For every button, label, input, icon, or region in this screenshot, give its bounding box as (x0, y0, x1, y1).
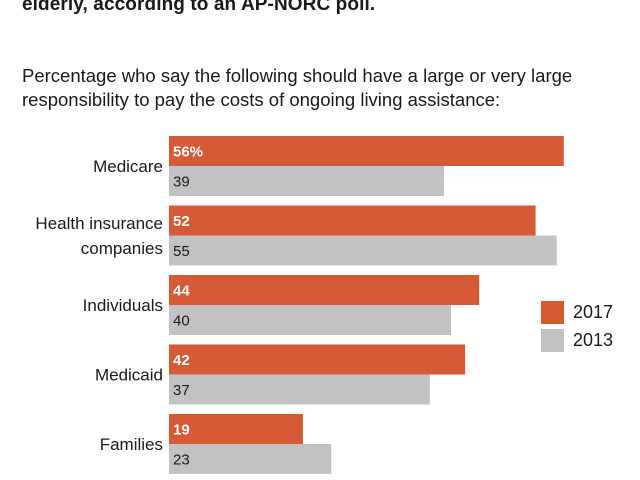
bar-medicare-2017 (169, 136, 564, 166)
legend: 2017 2013 (541, 298, 613, 354)
bar-health-insurance-companies-2017 (169, 205, 536, 236)
value-label-health-insurance-companies-2013: 55 (173, 243, 190, 260)
bar-families-2017 (169, 414, 303, 444)
value-label-individuals-2013: 40 (173, 313, 190, 330)
value-label-families-2017: 19 (173, 422, 190, 439)
legend-swatch-2017 (541, 300, 564, 324)
bar-individuals-2017 (169, 275, 480, 305)
category-label-health-insurance-companies-line1: Health insurance (35, 214, 163, 233)
legend-item-2017: 2017 (541, 298, 613, 326)
legend-item-2013: 2013 (541, 326, 613, 354)
bar-health-insurance-companies-2013 (169, 235, 557, 266)
value-label-individuals-2017: 44 (173, 283, 190, 300)
bar-medicaid-2013 (169, 374, 430, 405)
legend-label-2013: 2013 (573, 329, 614, 350)
bar-medicare-2013 (169, 166, 444, 196)
category-label-health-insurance-companies-line2: companies (81, 239, 163, 258)
value-label-medicaid-2013: 37 (173, 382, 190, 399)
headline: elderly, according to an AP-NORC poll. (22, 0, 376, 15)
legend-swatch-2013 (541, 328, 564, 352)
category-label-families: Families (100, 435, 163, 454)
value-label-families-2013: 23 (173, 452, 190, 469)
bar-individuals-2013 (169, 305, 451, 335)
category-label-individuals: Individuals (83, 296, 163, 315)
bar-medicaid-2017 (169, 344, 466, 375)
category-label-medicaid: Medicaid (95, 366, 163, 385)
chart-subtitle: Percentage who say the following should … (22, 65, 573, 110)
value-label-medicare-2013: 39 (173, 174, 190, 191)
bar-families-2013 (169, 444, 332, 474)
legend-label-2017: 2017 (573, 301, 614, 322)
category-label-medicare: Medicare (93, 157, 163, 176)
value-label-health-insurance-companies-2017: 52 (173, 213, 190, 230)
value-label-medicaid-2017: 42 (173, 352, 190, 369)
value-label-medicare-2017: 56% (173, 144, 203, 161)
